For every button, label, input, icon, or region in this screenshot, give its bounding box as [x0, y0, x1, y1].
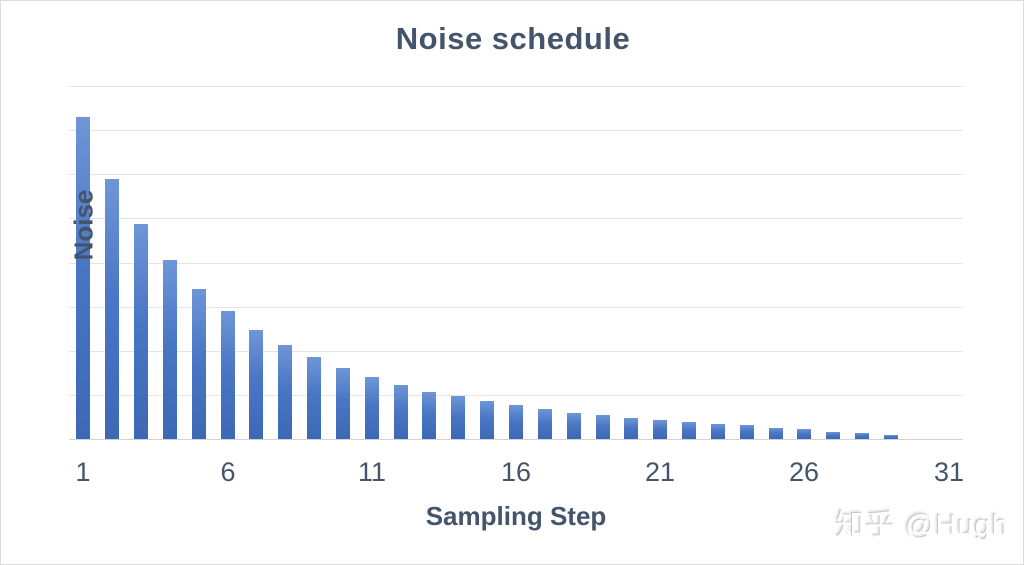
bar-step-19: [596, 415, 610, 439]
bar-step-17: [538, 409, 552, 439]
x-axis-line: [69, 439, 963, 440]
watermark: 知乎 @Hugh: [836, 510, 1009, 542]
bar-step-28: [855, 433, 869, 439]
y-gridline: [69, 218, 963, 219]
x-tick-label-26: 26: [788, 457, 820, 487]
y-gridline: [69, 86, 963, 87]
bar-step-4: [163, 260, 177, 439]
x-tick-label-11: 11: [357, 457, 387, 487]
bar-step-10: [336, 368, 350, 439]
y-gridline: [69, 395, 963, 396]
bar-step-25: [769, 428, 783, 439]
bar-step-26: [797, 429, 811, 439]
x-tick-label-16: 16: [500, 457, 532, 487]
bar-step-9: [307, 357, 321, 439]
y-gridline: [69, 130, 963, 131]
bar-step-15: [480, 401, 494, 439]
y-axis-title: Noise: [68, 189, 99, 260]
bar-step-5: [192, 289, 206, 439]
bar-step-16: [509, 405, 523, 439]
bar-step-2: [105, 179, 119, 439]
bar-step-3: [134, 224, 148, 439]
y-gridline: [69, 174, 963, 175]
bar-step-11: [365, 377, 379, 439]
bar-step-27: [826, 432, 840, 439]
bar-step-14: [451, 396, 465, 439]
chart-title: Noise schedule: [395, 21, 631, 56]
x-tick-label-21: 21: [644, 457, 676, 487]
x-tick-label-31: 31: [933, 457, 965, 487]
x-axis-title: Sampling Step: [425, 501, 607, 531]
bar-step-13: [422, 392, 436, 439]
x-tick-label-6: 6: [220, 457, 236, 487]
y-gridline: [69, 351, 963, 352]
bar-step-21: [653, 420, 667, 439]
bar-step-24: [740, 425, 754, 439]
bar-step-8: [278, 345, 292, 439]
y-gridline: [69, 307, 963, 308]
y-gridline: [69, 263, 963, 264]
bar-step-20: [624, 418, 638, 439]
bar-step-12: [394, 385, 408, 439]
bar-step-1: [76, 117, 90, 439]
bar-step-23: [711, 424, 725, 439]
x-tick-label-1: 1: [75, 457, 91, 487]
plot-area: 1 6 11 16 21 26 31 Noise: [68, 86, 964, 487]
bar-step-18: [567, 413, 581, 439]
bar-step-7: [249, 330, 263, 439]
bar-step-29: [884, 435, 898, 439]
bar-step-22: [682, 422, 696, 439]
bar-step-6: [221, 311, 235, 439]
